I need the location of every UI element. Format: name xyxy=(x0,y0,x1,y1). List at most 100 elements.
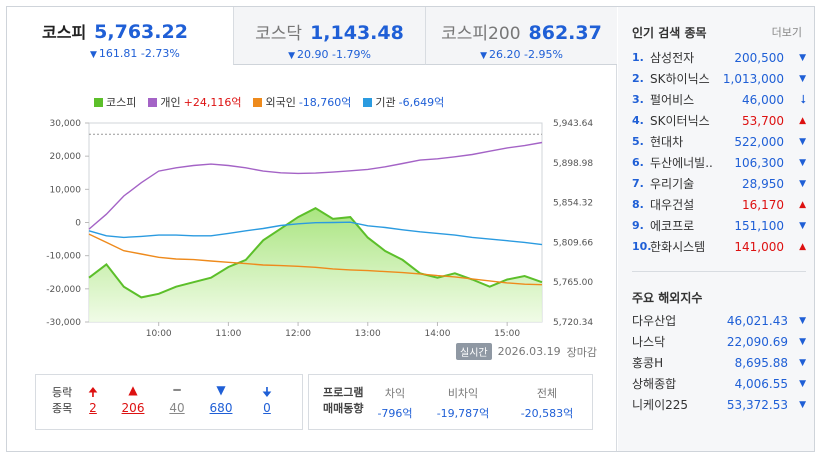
flat-dash-icon: ━ xyxy=(173,383,181,397)
popular-list: 1. 삼성전자 200,500 ▼ 2. SK하이닉스 1,013,000 ▼ 3. 펄어비스 46… xyxy=(632,47,806,257)
index-name: 코스피 xyxy=(42,23,87,42)
down-triangle-icon: ▼ xyxy=(799,399,806,410)
realtime-badge: 실시간 xyxy=(456,343,492,360)
y-left-tick: -10,000 xyxy=(46,252,81,262)
breadth-item[interactable]: ━ 40 xyxy=(159,383,195,415)
breadth-count[interactable]: 2 xyxy=(89,401,97,415)
legend-item[interactable]: 개인 +24,116억 xyxy=(148,94,241,110)
legend-label: 외국인 xyxy=(265,96,296,109)
popular-price: 46,000 xyxy=(742,92,784,107)
popular-rank: 8. xyxy=(632,198,644,211)
limit-up-arrow-icon: 🠉 xyxy=(88,385,98,399)
popular-price: 1,013,000 xyxy=(722,71,784,86)
index-rate: -2.95% xyxy=(524,48,563,61)
breadth-item[interactable]: 🠉 2 xyxy=(75,383,111,415)
down-arrow-icon: ▼ xyxy=(288,51,295,61)
popular-item[interactable]: 9. 에코프로 151,100 ▼ xyxy=(632,215,806,236)
legend-item[interactable]: 기관 -6,649억 xyxy=(363,94,444,110)
popular-rank: 3. xyxy=(632,93,644,106)
legend-item[interactable]: 외국인 -18,760억 xyxy=(253,94,351,110)
overseas-name[interactable]: 홍콩H xyxy=(632,356,664,370)
overseas-value: 53,372.53 xyxy=(726,397,788,412)
popular-name[interactable]: 펄어비스 xyxy=(650,93,695,107)
popular-item[interactable]: 7. 우리기술 28,950 ▼ xyxy=(632,173,806,194)
popular-name[interactable]: 현대차 xyxy=(650,135,684,149)
popular-item[interactable]: 2. SK하이닉스 1,013,000 ▼ xyxy=(632,68,806,89)
program-label-line2: 매매동향 xyxy=(323,402,364,415)
popular-item[interactable]: 8. 대우건설 16,170 ▲ xyxy=(632,194,806,215)
up-triangle-icon: ▲ xyxy=(799,199,806,210)
overseas-name[interactable]: 니케이225 xyxy=(632,398,689,412)
overseas-name[interactable]: 상해종합 xyxy=(632,377,677,391)
breadth-count[interactable]: 680 xyxy=(209,401,233,415)
index-rate: -2.73% xyxy=(140,47,180,60)
program-col-value: -20,583억 xyxy=(520,407,574,420)
overseas-name[interactable]: 다우산업 xyxy=(632,314,677,328)
overseas-item[interactable]: 나스닥 22,090.69 ▼ xyxy=(632,331,806,352)
program-col-header: 전체 xyxy=(536,387,558,400)
overseas-title: 주요 해외지수 xyxy=(632,291,703,305)
more-link[interactable]: 더보기 xyxy=(771,26,802,39)
popular-name[interactable]: 한화시스템 xyxy=(650,240,706,254)
y-left-tick: -20,000 xyxy=(46,285,81,295)
overseas-item[interactable]: 니케이225 53,372.53 ▼ xyxy=(632,394,806,415)
breadth-count[interactable]: 206 xyxy=(121,401,145,415)
popular-name[interactable]: 삼성전자 xyxy=(650,51,695,65)
down-triangle-icon: ▼ xyxy=(799,336,806,347)
popular-name[interactable]: 에코프로 xyxy=(650,219,695,233)
popular-name[interactable]: SK하이닉스 xyxy=(650,72,710,86)
index-tab[interactable]: 코스닥 1,143.48 ▼ 20.90 -1.79% xyxy=(233,7,425,65)
legend-label: 기관 xyxy=(375,96,396,109)
overseas-item[interactable]: 홍콩H 8,695.88 ▼ xyxy=(632,352,806,373)
up-triangle-icon: ▲ xyxy=(128,383,138,397)
breadth-item[interactable]: ▼ 680 xyxy=(203,383,239,415)
program-col: 비차익 -19,787억 xyxy=(428,385,498,421)
index-tab-main: 코스피200 862.37 xyxy=(426,19,617,44)
y-right-tick: 5,720.34 xyxy=(553,318,593,328)
breadth-item[interactable]: 🠋 0 xyxy=(249,383,285,415)
popular-item[interactable]: 3. 펄어비스 46,000 ⭣ xyxy=(632,89,806,110)
down-triangle-icon: ▼ xyxy=(799,357,806,368)
program-col: 전체 -20,583억 xyxy=(512,385,582,421)
popular-item[interactable]: 10. 한화시스템 141,000 ▲ xyxy=(632,236,806,257)
overseas-value: 46,021.43 xyxy=(726,313,788,328)
popular-price: 141,000 xyxy=(734,239,784,254)
legend-swatch xyxy=(148,97,158,107)
side-panel: 인기 검색 종목 더보기 1. 삼성전자 200,500 ▼ 2. SK하이닉스 1,013… xyxy=(618,7,814,451)
popular-item[interactable]: 1. 삼성전자 200,500 ▼ xyxy=(632,47,806,68)
popular-item[interactable]: 4. SK이터닉스 53,700 ▲ xyxy=(632,110,806,131)
series-line-기관 xyxy=(88,221,543,246)
breadth-item[interactable]: ▲ 206 xyxy=(115,383,151,415)
popular-item[interactable]: 5. 현대차 522,000 ▼ xyxy=(632,131,806,152)
x-tick: 15:00 xyxy=(494,329,520,336)
series-line-외국인 xyxy=(88,233,543,286)
overseas-item[interactable]: 상해종합 4,006.55 ▼ xyxy=(632,373,806,394)
program-col-value: -796억 xyxy=(377,407,413,420)
down-arrow-icon: ▼ xyxy=(480,51,487,61)
down-triangle-icon: ▼ xyxy=(799,136,806,147)
index-tab[interactable]: 코스피 5,763.22 ▼ 161.81 -2.73% xyxy=(7,7,233,65)
advance-decline-box: 등락 종목 🠉 2 ▲ 206 ━ 40 ▼ 680 🠋 0 xyxy=(35,374,303,430)
market-state: 장마감 xyxy=(566,345,597,359)
breadth-count[interactable]: 40 xyxy=(169,401,185,415)
index-tabs: 코스피 5,763.22 ▼ 161.81 -2.73% 코스닥 1,143.48 ▼ 20.… xyxy=(7,7,617,65)
breadth-label: 등락 종목 xyxy=(52,385,72,417)
index-rate: -1.79% xyxy=(332,48,371,61)
popular-name[interactable]: SK이터닉스 xyxy=(650,114,710,128)
legend-item[interactable]: 코스피 xyxy=(94,94,136,110)
popular-name[interactable]: 대우건설 xyxy=(650,198,695,212)
y-right-tick: 5,898.98 xyxy=(553,159,593,169)
index-change: 26.20 xyxy=(489,48,524,61)
legend-swatch xyxy=(363,97,373,107)
index-tab[interactable]: 코스피200 862.37 ▼ 26.20 -2.95% xyxy=(425,7,617,65)
breadth-count[interactable]: 0 xyxy=(263,401,271,415)
program-col-value: -19,787억 xyxy=(436,407,490,420)
overseas-name[interactable]: 나스닥 xyxy=(632,335,666,349)
program-col-header: 비차익 xyxy=(447,387,479,400)
popular-item[interactable]: 6. 두산에너빌.. 106,300 ▼ xyxy=(632,152,806,173)
chart-legend: 코스피 개인 +24,116억 외국인 -18,760억 기관 -6,649억 xyxy=(94,94,444,110)
overseas-item[interactable]: 다우산업 46,021.43 ▼ xyxy=(632,310,806,331)
down-triangle-icon: ⭣ xyxy=(800,92,806,106)
popular-name[interactable]: 두산에너빌.. xyxy=(650,156,713,170)
popular-name[interactable]: 우리기술 xyxy=(650,177,695,191)
